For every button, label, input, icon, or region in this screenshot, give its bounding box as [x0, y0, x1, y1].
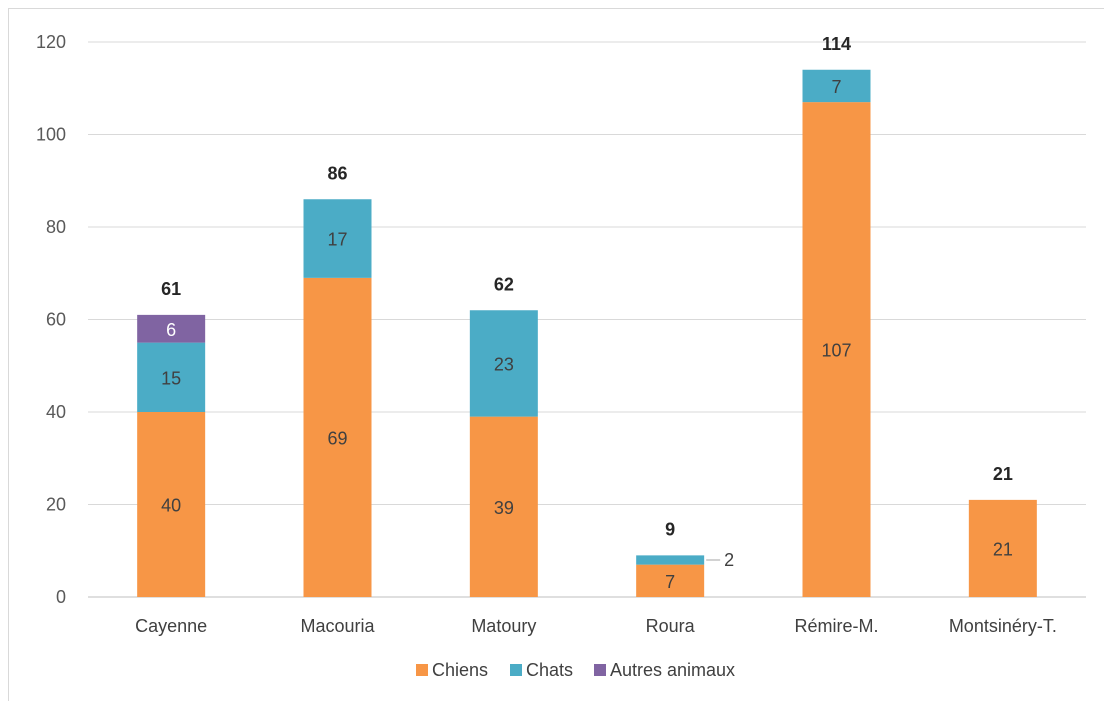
- legend-swatch-chiens: [416, 664, 428, 676]
- data-label-autres-animaux-0: 6: [166, 320, 176, 340]
- data-label-chiens-3: 7: [665, 572, 675, 592]
- total-label-4: 114: [822, 34, 851, 54]
- total-label-0: 61: [161, 279, 181, 299]
- total-label-1: 86: [327, 163, 347, 183]
- total-label-5: 21: [993, 464, 1013, 484]
- bar-chats-3: [636, 555, 704, 564]
- data-label-chats-3: 2: [724, 550, 734, 570]
- y-tick-label-60: 60: [46, 310, 66, 330]
- y-tick-label-20: 20: [46, 495, 66, 515]
- y-axis: 0 20 40 60 80 100 120: [36, 32, 66, 607]
- legend: Chiens Chats Autres animaux: [416, 660, 735, 680]
- gridlines: [88, 42, 1086, 597]
- x-tick-label-0: Cayenne: [135, 616, 207, 636]
- legend-label-chats: Chats: [526, 660, 573, 680]
- y-tick-label-80: 80: [46, 217, 66, 237]
- x-tick-label-4: Rémire-M.: [795, 616, 879, 636]
- data-label-chats-0: 15: [161, 368, 181, 388]
- data-label-chats-2: 23: [494, 354, 514, 374]
- bars: 40 15 6 61 69 17 86 39 23 62 7 2 9 107 7 114 21 21: [137, 34, 1037, 597]
- x-tick-label-1: Macouria: [300, 616, 375, 636]
- legend-swatch-chats: [510, 664, 522, 676]
- data-label-chiens-2: 39: [494, 498, 514, 518]
- data-label-chats-1: 17: [327, 230, 347, 250]
- x-tick-label-5: Montsinéry-T.: [949, 616, 1057, 636]
- data-label-chats-4: 7: [831, 77, 841, 97]
- legend-label-autres-animaux: Autres animaux: [610, 660, 735, 680]
- legend-label-chiens: Chiens: [432, 660, 488, 680]
- data-label-chiens-4: 107: [821, 341, 851, 361]
- legend-swatch-autres-animaux: [594, 664, 606, 676]
- x-tick-label-2: Matoury: [471, 616, 536, 636]
- y-tick-label-0: 0: [56, 587, 66, 607]
- x-tick-label-3: Roura: [646, 616, 696, 636]
- y-tick-label-120: 120: [36, 32, 66, 52]
- total-label-2: 62: [494, 274, 514, 294]
- y-tick-label-40: 40: [46, 402, 66, 422]
- y-tick-label-100: 100: [36, 125, 66, 145]
- data-label-chiens-5: 21: [993, 539, 1013, 559]
- data-label-chiens-0: 40: [161, 496, 181, 516]
- data-label-chiens-1: 69: [327, 428, 347, 448]
- total-label-3: 9: [665, 519, 675, 539]
- x-axis: Cayenne Macouria Matoury Roura Rémire-M. Mont…: [135, 616, 1057, 636]
